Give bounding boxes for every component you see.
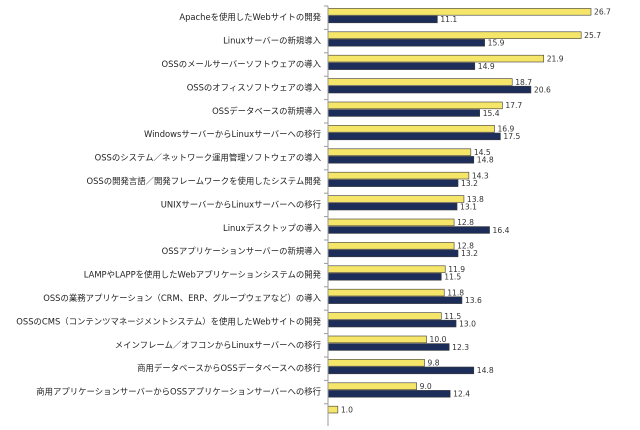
value-label: 14.3 (472, 171, 489, 180)
value-label: 11.5 (444, 273, 461, 282)
value-label: 13.8 (467, 195, 484, 204)
bar (327, 242, 455, 250)
value-label: 14.8 (477, 366, 494, 375)
category-label: OSSアプリケーションサーバーの新規導入 (162, 246, 322, 256)
value-label: 12.8 (457, 218, 474, 227)
bar (327, 390, 451, 398)
value-label: 12.3 (452, 343, 469, 352)
value-label: 21.9 (547, 54, 564, 63)
value-label: 18.7 (515, 78, 532, 87)
value-label: 1.0 (341, 405, 353, 414)
value-label: 14.8 (477, 156, 494, 165)
value-label: 13.6 (465, 296, 482, 305)
bar (327, 366, 475, 375)
value-label: 14.5 (474, 148, 491, 157)
bar (327, 125, 495, 133)
bar (327, 85, 532, 94)
value-label: 12.4 (453, 390, 470, 399)
category-label: WindowsサーバーからLinuxサーバーへの移行 (144, 129, 321, 139)
bar (327, 296, 463, 304)
category-label: OSSのシステム／ネットワーク運用管理ソフトウェアの導入 (95, 153, 322, 163)
category-label: LAMPやLAPPを使用したWebアプリケーションシステムの開発 (84, 270, 322, 280)
value-label: 26.7 (594, 8, 611, 17)
category-label: OSSの開発言語／開発フレームワークを使用したシステム開発 (87, 176, 322, 186)
value-label: 12.8 (457, 242, 474, 251)
category-label: メインフレーム／オフコンからLinuxサーバーへの移行 (115, 340, 321, 350)
value-label: 13.2 (461, 179, 478, 188)
category-label: 商用アプリケーションサーバーからOSSアプリケーションサーバーへの移行 (36, 387, 321, 397)
value-label: 13.1 (460, 202, 477, 211)
bar (327, 171, 470, 180)
category-label: UNIXサーバーからLinuxサーバーへの移行 (161, 199, 321, 209)
value-label: 20.6 (534, 85, 551, 94)
value-label: 16.4 (493, 226, 510, 235)
value-label: 9.0 (420, 382, 432, 391)
bar (327, 335, 427, 344)
bar (327, 195, 465, 203)
value-label: 16.9 (497, 125, 514, 134)
category-label: OSSの業務アプリケーション（CRM、ERP、グループウェアなど）の導入 (43, 293, 321, 303)
bar (327, 343, 450, 351)
bar (327, 359, 425, 367)
bar (327, 179, 459, 187)
bar (327, 109, 480, 117)
bar (327, 319, 457, 328)
category-label: 商用データベースからOSSデータベースへの移行 (137, 363, 321, 373)
value-label: 11.5 (444, 312, 461, 321)
category-label: OSSのCMS（コンテンツマネージメントシステム）を使用したWebサイトの開発 (16, 316, 321, 326)
value-label: 15.4 (483, 109, 500, 118)
bar (327, 265, 446, 273)
bar (327, 202, 458, 211)
bar (327, 31, 582, 39)
category-label: Apacheを使用したWebサイトの開発 (179, 12, 321, 22)
bar (327, 8, 592, 16)
value-label: 11.1 (440, 15, 457, 24)
value-label: 14.9 (478, 62, 495, 71)
bar (327, 132, 501, 141)
bar (327, 405, 339, 414)
bar (327, 54, 545, 63)
value-label: 17.7 (505, 101, 522, 110)
category-label: OSSのオフィスソフトウェアの導入 (187, 82, 322, 92)
bar (327, 62, 476, 70)
bar (327, 312, 442, 320)
value-label: 11.8 (447, 288, 464, 297)
bar (327, 15, 438, 24)
category-label: Linuxデスクトップの導入 (223, 223, 322, 233)
category-label: OSSデータベースの新規導入 (212, 106, 322, 116)
value-label: 13.0 (459, 319, 476, 328)
bar (327, 273, 442, 281)
category-label: OSSのメールサーバーソフトウェアの導入 (161, 59, 321, 69)
value-label: 11.9 (448, 265, 465, 274)
value-label: 25.7 (584, 31, 601, 40)
category-label: Linuxサーバーの新規導入 (223, 36, 321, 46)
bar (327, 101, 503, 110)
bar (327, 39, 485, 47)
value-label: 15.9 (488, 39, 505, 48)
value-label: 10.0 (430, 335, 447, 344)
bar (327, 249, 459, 258)
bar (327, 78, 513, 86)
bar (327, 288, 445, 297)
value-label: 9.8 (428, 359, 440, 368)
bar (327, 218, 455, 227)
value-label: 17.5 (503, 132, 520, 141)
bar (327, 148, 472, 156)
bar (327, 226, 490, 234)
bar (327, 156, 475, 164)
value-label: 13.2 (461, 249, 478, 258)
bar (327, 382, 417, 390)
